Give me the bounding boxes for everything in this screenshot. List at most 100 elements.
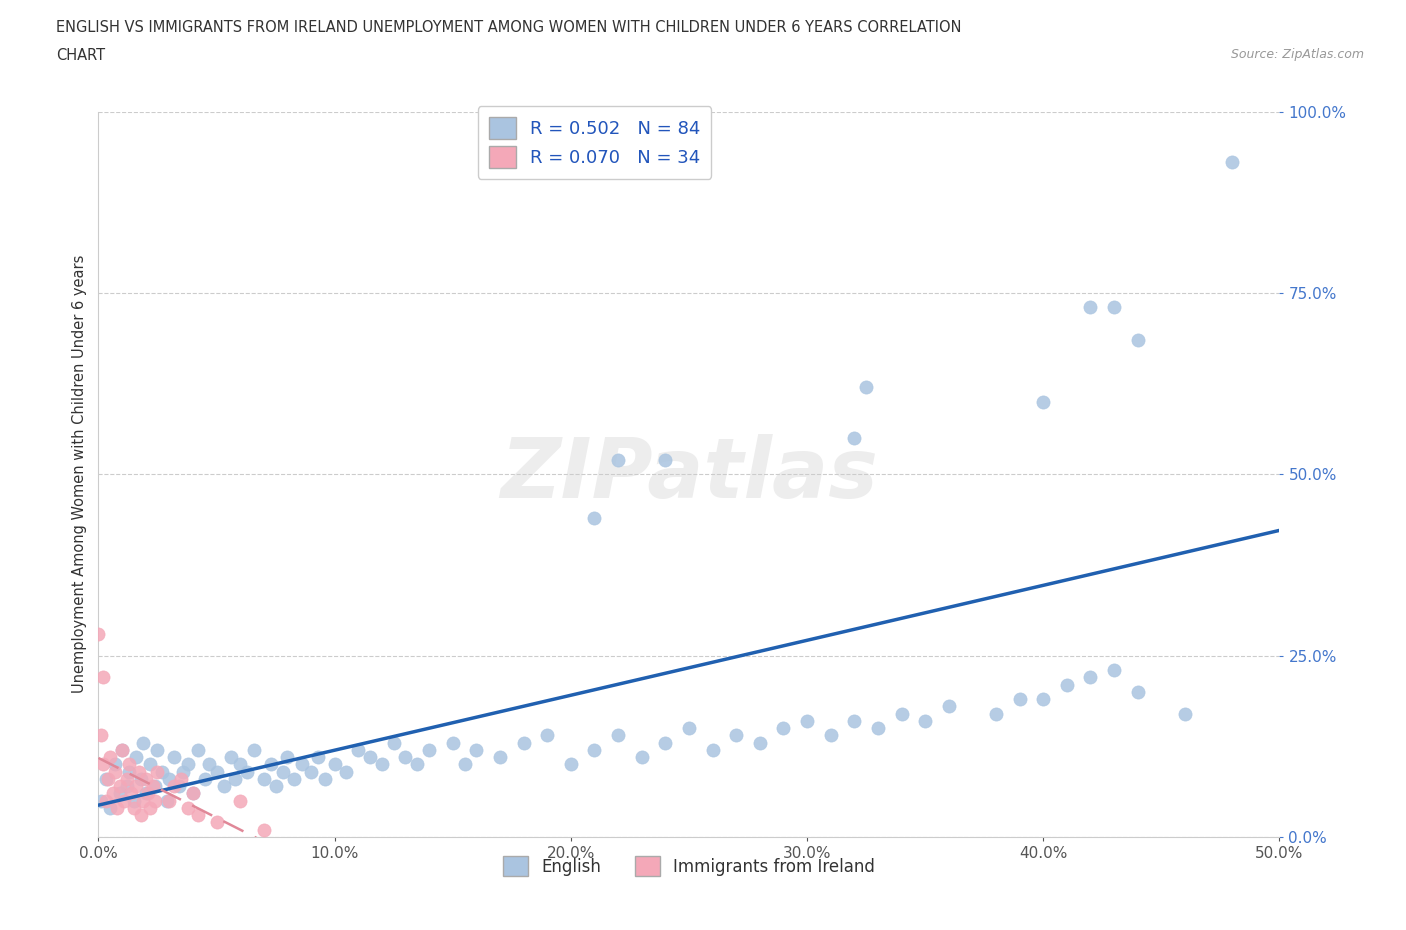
Point bbox=[219, 750, 242, 764]
Point bbox=[453, 757, 475, 772]
Point bbox=[177, 757, 200, 772]
Point bbox=[187, 808, 209, 823]
Point bbox=[560, 757, 582, 772]
Point bbox=[132, 793, 155, 808]
Point bbox=[194, 772, 217, 787]
Point bbox=[98, 750, 121, 764]
Point bbox=[394, 750, 416, 764]
Point bbox=[1032, 394, 1054, 409]
Point bbox=[283, 772, 305, 787]
Point bbox=[1126, 684, 1149, 699]
Point bbox=[115, 778, 138, 793]
Point bbox=[181, 786, 204, 801]
Point bbox=[536, 728, 558, 743]
Point bbox=[1032, 692, 1054, 707]
Point bbox=[125, 750, 148, 764]
Text: Source: ZipAtlas.com: Source: ZipAtlas.com bbox=[1230, 48, 1364, 61]
Point bbox=[163, 778, 186, 793]
Point bbox=[122, 801, 145, 816]
Point bbox=[212, 778, 235, 793]
Legend: English, Immigrants from Ireland: English, Immigrants from Ireland bbox=[496, 849, 882, 884]
Point bbox=[866, 721, 889, 736]
Point bbox=[820, 728, 842, 743]
Point bbox=[132, 736, 155, 751]
Point bbox=[307, 750, 329, 764]
Point bbox=[94, 793, 117, 808]
Point bbox=[143, 793, 166, 808]
Point bbox=[112, 793, 135, 808]
Point bbox=[111, 742, 134, 757]
Point bbox=[1056, 677, 1078, 692]
Point bbox=[94, 772, 117, 787]
Point bbox=[135, 786, 157, 801]
Point bbox=[143, 778, 166, 793]
Text: ZIPatlas: ZIPatlas bbox=[501, 433, 877, 515]
Point bbox=[91, 757, 114, 772]
Point bbox=[135, 772, 157, 787]
Point bbox=[260, 757, 283, 772]
Point bbox=[172, 764, 194, 779]
Point bbox=[855, 379, 877, 394]
Point bbox=[359, 750, 381, 764]
Point bbox=[1008, 692, 1031, 707]
Point bbox=[181, 786, 204, 801]
Point bbox=[229, 757, 252, 772]
Point bbox=[1174, 706, 1197, 721]
Point bbox=[111, 742, 134, 757]
Point bbox=[276, 750, 298, 764]
Point bbox=[121, 786, 143, 801]
Point bbox=[170, 772, 193, 787]
Point bbox=[224, 772, 246, 787]
Point bbox=[984, 706, 1007, 721]
Text: ENGLISH VS IMMIGRANTS FROM IRELAND UNEMPLOYMENT AMONG WOMEN WITH CHILDREN UNDER : ENGLISH VS IMMIGRANTS FROM IRELAND UNEMP… bbox=[56, 20, 962, 35]
Point bbox=[271, 764, 294, 779]
Point bbox=[299, 764, 322, 779]
Point bbox=[441, 736, 464, 751]
Point bbox=[465, 742, 488, 757]
Point bbox=[128, 764, 150, 779]
Point bbox=[205, 764, 228, 779]
Point bbox=[118, 757, 141, 772]
Point bbox=[104, 764, 127, 779]
Point bbox=[654, 736, 676, 751]
Point bbox=[489, 750, 512, 764]
Point bbox=[314, 772, 336, 787]
Point bbox=[583, 742, 606, 757]
Point bbox=[914, 713, 936, 728]
Point bbox=[1220, 155, 1243, 170]
Point bbox=[772, 721, 794, 736]
Point bbox=[236, 764, 259, 779]
Point bbox=[253, 772, 276, 787]
Point bbox=[157, 772, 180, 787]
Point bbox=[150, 764, 173, 779]
Point bbox=[371, 757, 394, 772]
Point bbox=[146, 764, 169, 779]
Point bbox=[97, 772, 120, 787]
Point bbox=[177, 801, 200, 816]
Point bbox=[157, 793, 180, 808]
Point bbox=[264, 778, 287, 793]
Point bbox=[1080, 300, 1102, 315]
Point bbox=[108, 778, 131, 793]
Point bbox=[607, 728, 630, 743]
Point bbox=[90, 793, 112, 808]
Point bbox=[418, 742, 440, 757]
Point bbox=[129, 772, 152, 787]
Point bbox=[104, 757, 127, 772]
Point bbox=[630, 750, 652, 764]
Point bbox=[512, 736, 534, 751]
Point bbox=[406, 757, 429, 772]
Point bbox=[382, 736, 405, 751]
Point bbox=[844, 431, 866, 445]
Point bbox=[142, 778, 165, 793]
Point bbox=[335, 764, 357, 779]
Point bbox=[725, 728, 748, 743]
Point bbox=[115, 772, 138, 787]
Point bbox=[748, 736, 770, 751]
Point bbox=[101, 786, 124, 801]
Point bbox=[938, 699, 960, 714]
Point bbox=[136, 786, 159, 801]
Point bbox=[105, 801, 128, 816]
Point bbox=[198, 757, 221, 772]
Point bbox=[108, 786, 131, 801]
